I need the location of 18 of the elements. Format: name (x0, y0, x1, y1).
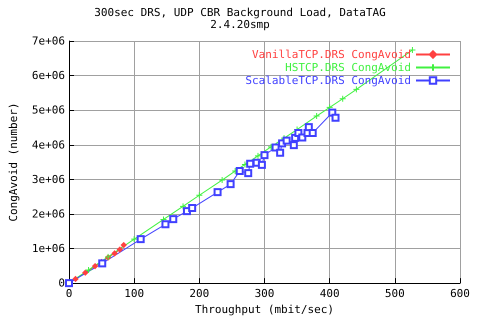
y-axis-title: CongAvoid (number) (7, 102, 20, 222)
y-tick-label: 1e+06 (32, 242, 65, 256)
x-tick-label: 300 (254, 287, 274, 300)
y-tick-label: 2e+06 (32, 207, 65, 220)
y-tick-label: 7e+06 (32, 34, 65, 48)
chart-subtitle: 2.4.20smp (210, 18, 270, 31)
x-axis-title: Throughput (mbit/sec) (194, 303, 334, 316)
y-tick-label: 4e+06 (32, 138, 65, 152)
x-tick-label: 500 (384, 287, 405, 300)
x-tick-label: 200 (189, 287, 210, 300)
x-tick-label: 600 (450, 287, 470, 300)
x-tick-label: 100 (124, 287, 144, 300)
y-tick-label: 3e+06 (32, 172, 65, 186)
y-tick-label: 0 (58, 276, 65, 290)
y-tick-label: 6e+06 (32, 69, 65, 82)
x-tick-label: 400 (320, 287, 340, 300)
y-tick-label: 5e+06 (32, 104, 65, 117)
chart-title: 300sec DRS, UDP CBR Background Load, DataTAG (94, 6, 386, 19)
